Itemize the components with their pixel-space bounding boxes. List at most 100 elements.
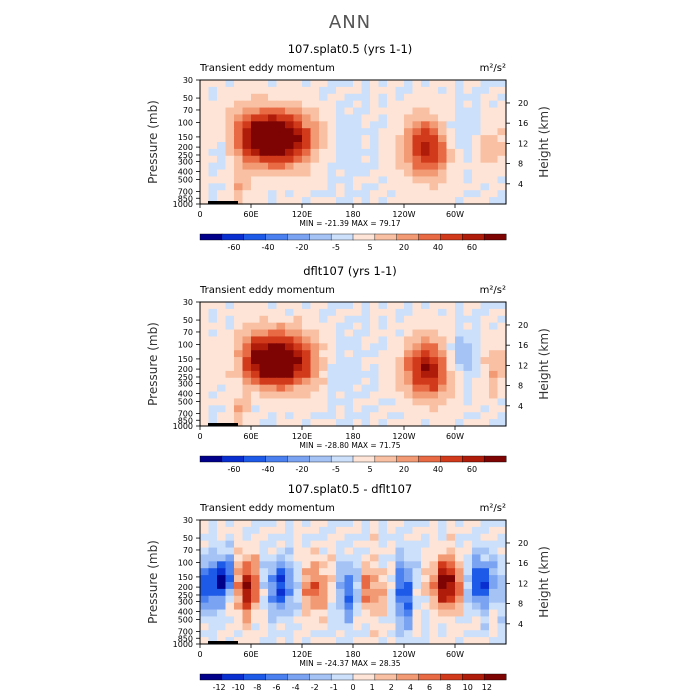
- heatmap-cell: [421, 630, 431, 638]
- heatmap-cell: [276, 602, 286, 611]
- heatmap-cell: [353, 540, 363, 549]
- heatmap-cell: [353, 595, 363, 604]
- heatmap-cell: [251, 343, 261, 351]
- heatmap-cell: [472, 616, 482, 624]
- heatmap-cell: [344, 142, 354, 150]
- heatmap-cell: [472, 336, 482, 344]
- y-right-tick-label: 8: [518, 160, 523, 169]
- heatmap-cell: [378, 190, 388, 198]
- colorbar-swatch: [352, 233, 376, 241]
- heatmap-cell: [310, 343, 320, 351]
- heatmap-cell: [217, 595, 227, 604]
- heatmap-cell: [455, 520, 465, 528]
- heatmap-cell: [446, 93, 456, 102]
- heatmap-cell: [259, 533, 269, 542]
- heatmap-cell: [497, 384, 507, 393]
- heatmap-cell: [217, 391, 227, 400]
- heatmap-cell: [463, 336, 473, 344]
- heatmap-cell: [472, 86, 482, 95]
- heatmap-cell: [242, 588, 252, 597]
- heatmap-cell: [395, 547, 405, 556]
- heatmap-cell: [293, 302, 303, 310]
- heatmap-cell: [302, 128, 312, 136]
- heatmap-cell: [489, 80, 499, 88]
- heatmap-cell: [285, 377, 295, 386]
- heatmap-cell: [497, 526, 507, 535]
- heatmap-cell: [285, 554, 295, 562]
- heatmap-cell: [472, 405, 482, 413]
- heatmap-cell: [200, 595, 210, 604]
- heatmap-cell: [251, 80, 261, 88]
- heatmap-cell: [344, 148, 354, 157]
- heatmap-cell: [293, 155, 303, 164]
- heatmap-cell: [319, 114, 329, 122]
- heatmap-cell: [395, 128, 405, 136]
- colorbar-swatch: [462, 455, 485, 463]
- y-tick-label: 200: [178, 365, 193, 374]
- heatmap-cell: [378, 630, 388, 638]
- heatmap-cell: [242, 384, 252, 393]
- heatmap-cell: [293, 412, 303, 420]
- heatmap-cell: [370, 80, 380, 88]
- heatmap-cell: [378, 135, 388, 143]
- heatmap-cell: [455, 609, 465, 618]
- heatmap-cell: [438, 322, 448, 331]
- heatmap-cell: [361, 405, 371, 413]
- heatmap-cell: [242, 533, 252, 542]
- heatmap-cell: [497, 155, 507, 164]
- heatmap-cell: [497, 370, 507, 379]
- heatmap-cell: [302, 162, 312, 171]
- heatmap-cell: [276, 86, 286, 95]
- heatmap-cell: [200, 302, 210, 310]
- heatmap-cell: [429, 128, 439, 136]
- heatmap-cell: [217, 568, 227, 576]
- colorbar-swatch: [462, 673, 485, 681]
- heatmap-cell: [276, 135, 286, 143]
- y-tick-label: 400: [178, 390, 193, 399]
- heatmap-cell: [217, 370, 227, 379]
- heatmap-cell: [370, 595, 380, 604]
- heatmap-cell: [395, 93, 405, 102]
- heatmap-cell: [429, 336, 439, 344]
- heatmap-cell: [404, 336, 414, 344]
- heatmap-cell: [242, 162, 252, 171]
- heatmap-cell: [276, 370, 286, 379]
- heatmap-cell: [319, 86, 329, 95]
- heatmap-cell: [234, 637, 244, 645]
- colorbar-swatch: [330, 455, 354, 463]
- heatmap-cell: [225, 609, 235, 618]
- colorbar-swatch: [265, 455, 288, 463]
- heatmap-cell: [319, 93, 329, 102]
- colorbar-label: -60: [227, 243, 240, 252]
- heatmap-cell: [446, 128, 456, 136]
- x-tick-label: 60W: [446, 210, 464, 219]
- heatmap-cell: [378, 391, 388, 400]
- heatmap-cell: [310, 568, 320, 576]
- heatmap-cell: [310, 121, 320, 129]
- heatmap-cell: [225, 86, 235, 95]
- heatmap-cell: [446, 533, 456, 542]
- heatmap-cell: [344, 343, 354, 351]
- heatmap-cell: [395, 114, 405, 122]
- heatmap-cell: [395, 121, 405, 129]
- heatmap-cell: [387, 370, 397, 379]
- heatmap-cell: [302, 183, 312, 191]
- heatmap-cell: [446, 190, 456, 198]
- heatmap-cell: [489, 364, 499, 372]
- heatmap-cell: [268, 350, 278, 358]
- heatmap-cell: [344, 561, 354, 569]
- heatmap-cell: [361, 197, 371, 205]
- heatmap-cell: [472, 128, 482, 136]
- x-tick-label: 60E: [243, 432, 258, 441]
- heatmap-cell: [251, 602, 261, 611]
- x-tick-label: 120W: [392, 432, 415, 441]
- heatmap-cell: [438, 547, 448, 556]
- heatmap-cell: [489, 602, 499, 611]
- heatmap-cell: [259, 391, 269, 400]
- heatmap-cell: [404, 377, 414, 386]
- heatmap-cell: [285, 588, 295, 597]
- heatmap-cell: [319, 582, 329, 590]
- heatmap-cell: [429, 533, 439, 542]
- heatmap-cell: [395, 80, 405, 88]
- heatmap-cell: [497, 630, 507, 638]
